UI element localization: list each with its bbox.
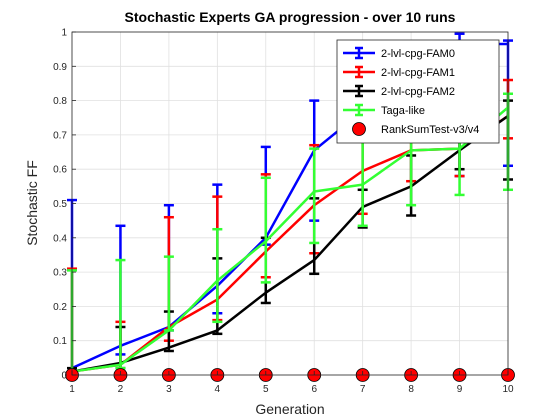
- y-tick-label: 0.5: [53, 199, 67, 210]
- x-tick-label: 10: [502, 384, 514, 395]
- legend-label: 2-lvl-cpg-FAM0: [381, 48, 455, 60]
- series-line: [71, 114, 509, 373]
- y-tick-label: 0.9: [53, 62, 67, 73]
- legend: 2-lvl-cpg-FAM0 2-lvl-cpg-FAM1 2-lvl-cpg-FA…: [336, 39, 500, 144]
- chart-title: Stochastic Experts GA progression - over…: [125, 9, 456, 25]
- legend-label: 2-lvl-cpg-FAM1: [381, 67, 455, 79]
- x-tick-label: 1: [69, 384, 75, 395]
- x-axis-label: Generation: [255, 401, 324, 417]
- legend-marker: [352, 122, 366, 136]
- y-tick-label: 0.3: [53, 268, 67, 279]
- tick-labels: 1 2 3 4 5 6 7 8 9 10 0 0.1 0.2 0.3 0.4 0.5 0.6 0.7 0.8 0.9 1: [53, 28, 514, 396]
- x-tick-label: 4: [215, 384, 221, 395]
- legend-label: 2-lvl-cpg-FAM2: [381, 86, 455, 98]
- y-tick-label: 0.4: [53, 233, 67, 244]
- x-tick-label: 7: [360, 384, 366, 395]
- y-tick-label: 0: [61, 371, 67, 382]
- y-tick-label: 0.7: [53, 130, 67, 141]
- y-tick-label: 0.6: [53, 165, 67, 176]
- y-tick-label: 0.8: [53, 96, 67, 107]
- x-tick-label: 9: [457, 384, 463, 395]
- y-tick-label: 0.1: [53, 336, 67, 347]
- y-tick-label: 0.2: [53, 302, 67, 313]
- x-tick-label: 3: [166, 384, 172, 395]
- x-tick-label: 2: [118, 384, 124, 395]
- x-tick-label: 8: [408, 384, 414, 395]
- x-tick-label: 6: [311, 384, 317, 395]
- y-axis-label: Stochastic FF: [24, 160, 40, 246]
- legend-label: RankSumTest-v3/v4: [381, 124, 479, 136]
- x-tick-label: 5: [263, 384, 269, 395]
- series-line: [71, 106, 509, 373]
- y-tick-label: 1: [61, 28, 67, 39]
- series-layer: [65, 32, 515, 382]
- series-line: [71, 115, 509, 373]
- legend-label: Taga-like: [381, 105, 425, 117]
